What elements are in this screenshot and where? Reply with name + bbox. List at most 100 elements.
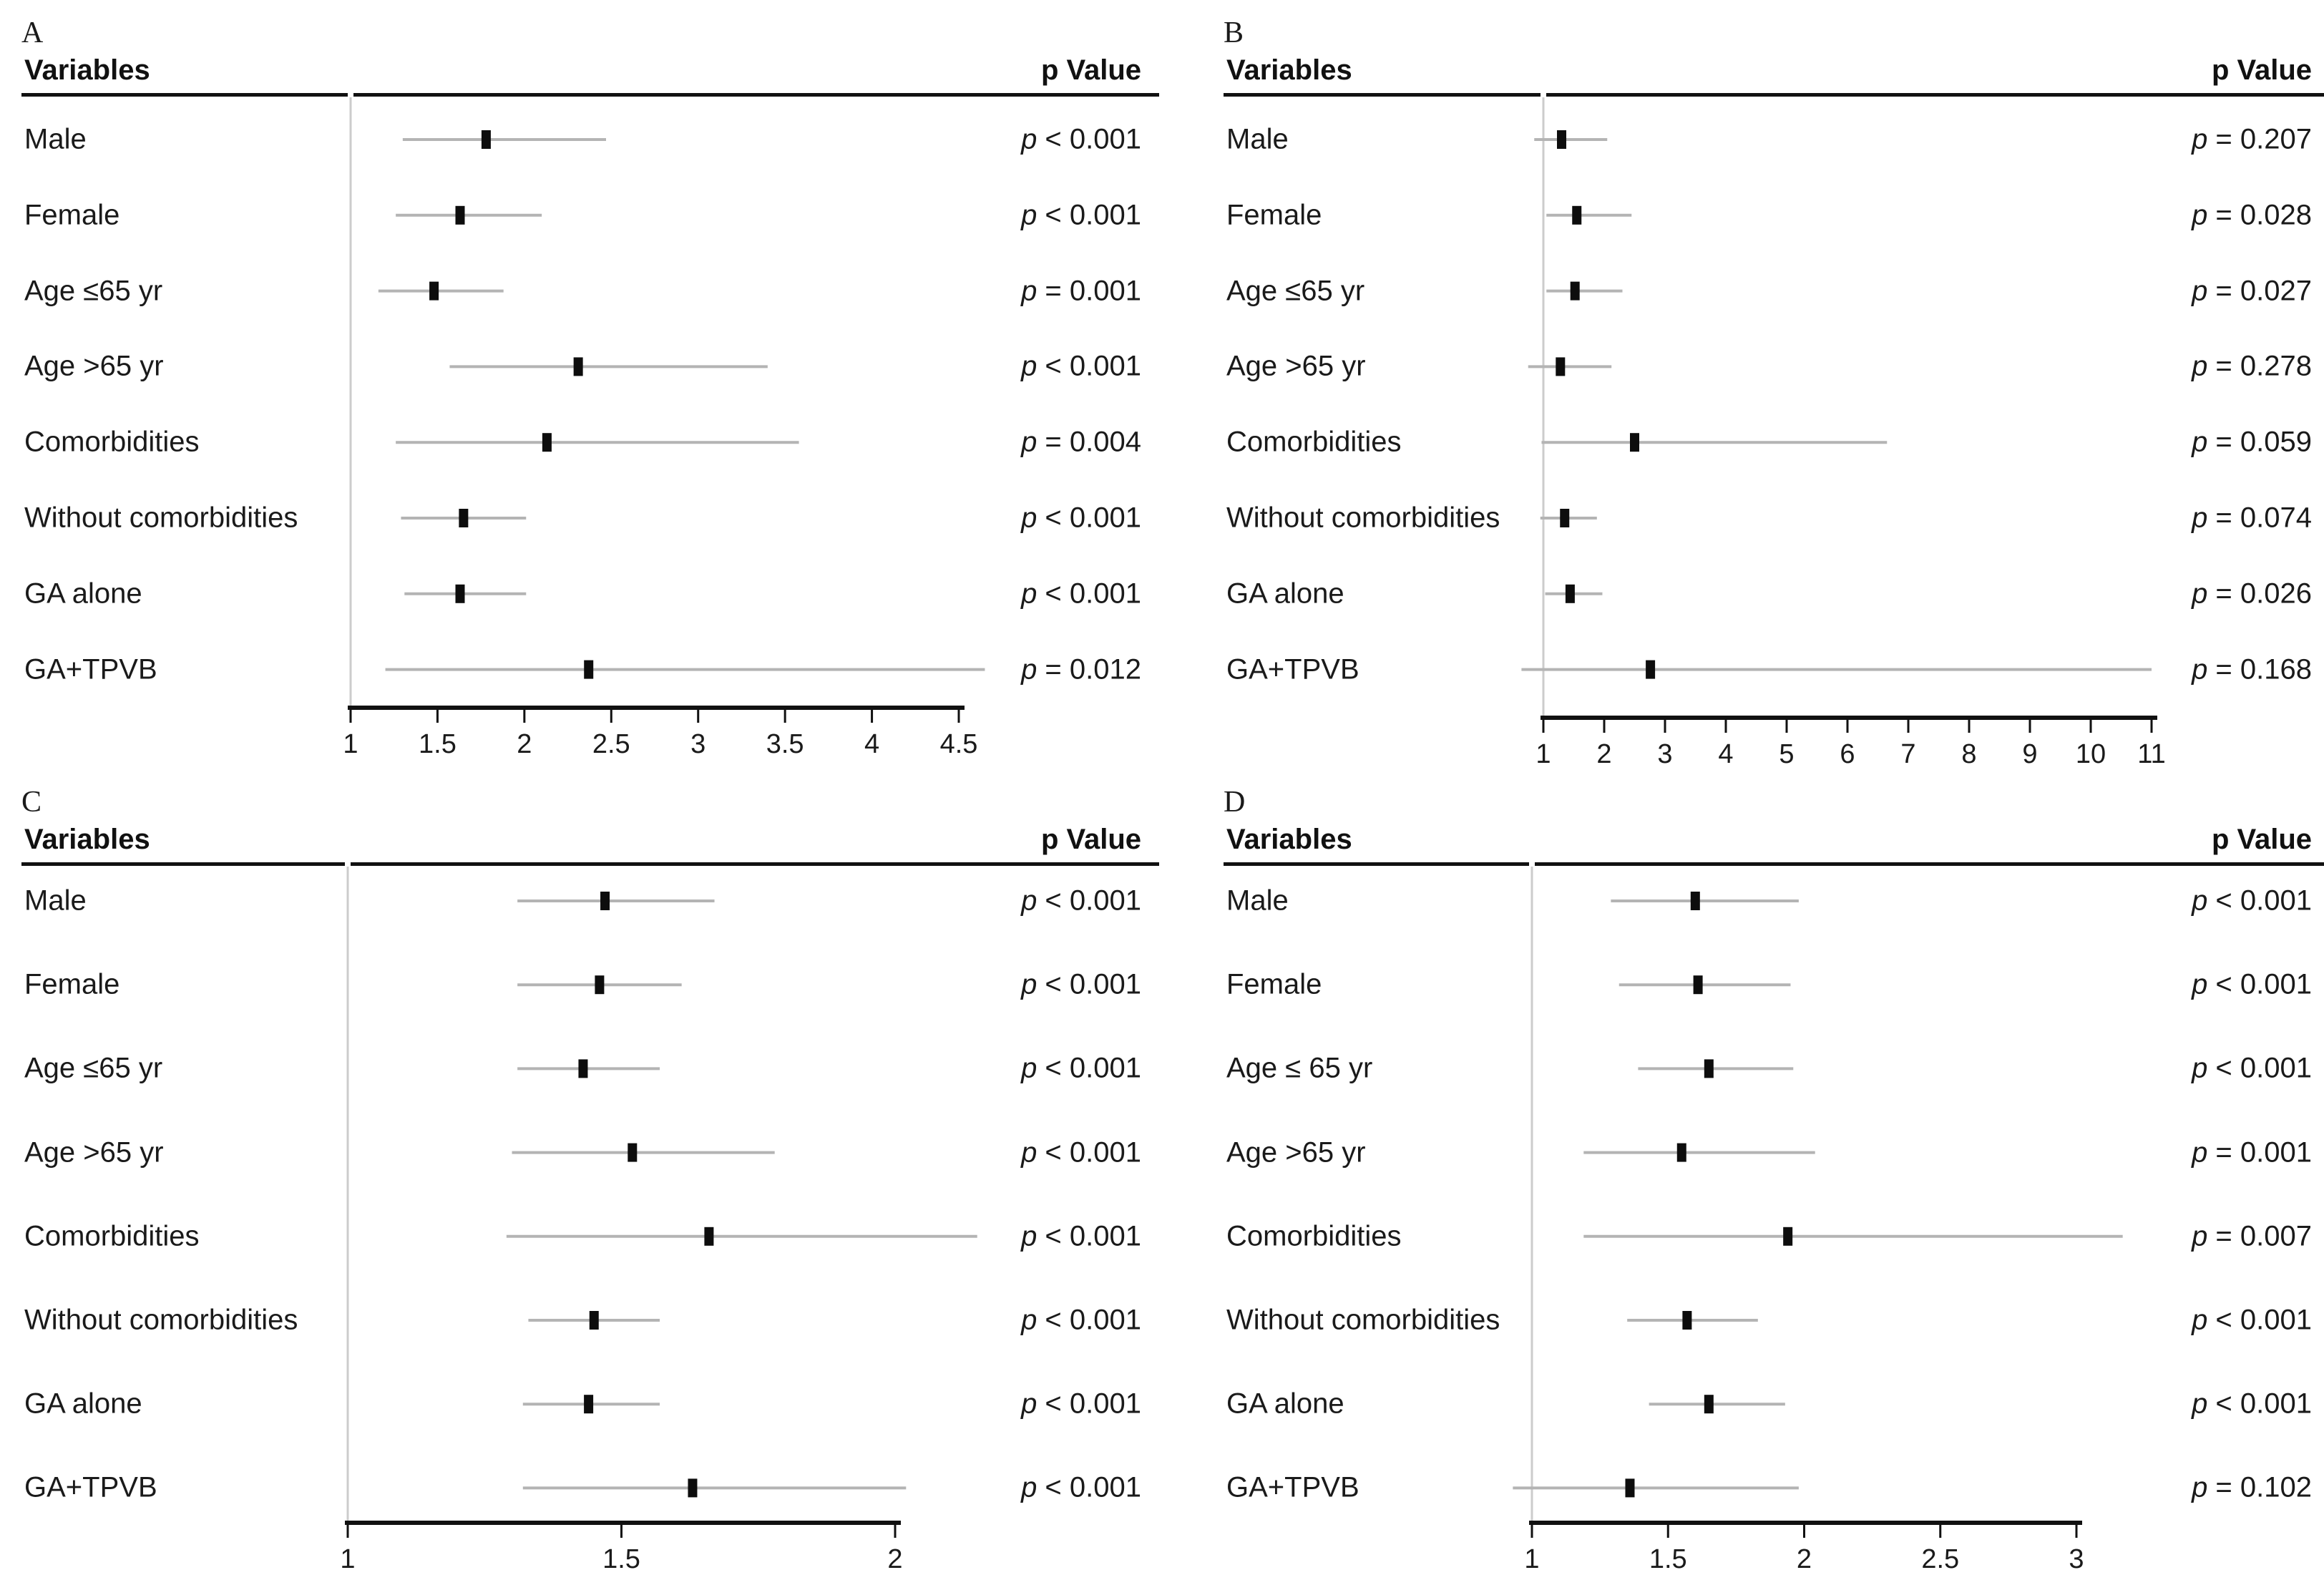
x-axis-tick-label: 3	[690, 729, 706, 759]
point-estimate-marker	[1676, 1143, 1686, 1162]
x-axis-tick-label: 1	[1536, 739, 1551, 769]
x-axis-tick	[349, 710, 352, 723]
point-estimate-marker	[589, 1311, 599, 1330]
x-axis-tick-label: 3	[2069, 1544, 2084, 1570]
x-axis-tick-label: 1	[343, 729, 358, 759]
x-axis-tick	[1907, 720, 1910, 733]
point-estimate-marker	[578, 1059, 588, 1078]
x-axis-tick	[1846, 720, 1849, 733]
x-axis-tick-label: 4	[1718, 739, 1733, 769]
forest-plot-canvas: 1 1.5 2 2.5 3 3.5 4 4.5	[21, 93, 1159, 759]
point-estimate-marker	[455, 584, 465, 603]
x-axis-tick	[2028, 720, 2031, 733]
x-axis-tick	[1603, 720, 1606, 733]
point-estimate-marker	[1625, 1478, 1635, 1498]
x-axis-line	[1529, 1521, 2082, 1525]
x-axis-tick	[1666, 1525, 1669, 1538]
point-estimate-marker	[573, 357, 583, 376]
x-axis-tick-label: 1	[340, 1544, 355, 1570]
point-estimate-marker	[704, 1227, 714, 1246]
forest-plot-canvas: 1 1.5 2	[21, 862, 1159, 1570]
x-axis-tick-label: 8	[1961, 739, 1976, 769]
point-estimate-marker	[1704, 1059, 1714, 1078]
x-axis-tick	[871, 710, 874, 723]
x-axis-tick-label: 3	[1657, 739, 1672, 769]
variables-column-header: Variables	[1226, 54, 1352, 86]
variables-column-header: Variables	[1226, 824, 1352, 855]
panel-letter: D	[1224, 786, 1246, 819]
point-estimate-marker	[1646, 660, 1656, 679]
point-estimate-marker	[1572, 205, 1582, 225]
x-axis-tick	[1542, 720, 1545, 733]
x-axis-tick-label: 4.5	[940, 729, 978, 759]
header-rule-right	[1546, 93, 2324, 97]
panel-letter: C	[21, 786, 42, 819]
variables-column-header: Variables	[24, 54, 150, 86]
panel-a: A Variables p Value 1 1.5 2 2.5 3 3.5 4 4.5 Mal…	[0, 0, 1173, 773]
x-axis-tick-label: 2	[1797, 1544, 1812, 1570]
x-axis-tick-label: 2	[517, 729, 532, 759]
x-axis-tick	[1530, 1525, 1533, 1538]
pvalue-column-header: p Value	[1040, 54, 1141, 86]
point-estimate-marker	[481, 130, 491, 149]
panel-d: D Variables p Value 1 1.5 2 2.5 3 Male p < 0.…	[1202, 769, 2324, 1570]
point-estimate-marker	[1630, 433, 1639, 452]
point-estimate-marker	[628, 1143, 638, 1162]
x-axis-tick	[523, 710, 526, 723]
x-axis-line	[345, 1521, 901, 1525]
x-axis-tick	[2089, 720, 2092, 733]
header-rule-left	[21, 93, 348, 97]
point-estimate-marker	[1693, 975, 1703, 995]
header-rule-left	[1224, 862, 1529, 866]
x-axis-tick	[894, 1525, 897, 1538]
x-axis-tick-label: 2	[887, 1544, 902, 1570]
x-axis-tick-label: 6	[1840, 739, 1855, 769]
point-estimate-marker	[1556, 357, 1566, 376]
panel-letter: A	[21, 16, 44, 49]
point-estimate-marker	[600, 892, 610, 910]
x-axis-tick-label: 11	[2137, 739, 2165, 769]
x-axis-line	[1541, 716, 2157, 720]
point-estimate-marker	[429, 281, 439, 301]
point-estimate-marker	[455, 205, 465, 225]
header-rule-right	[1535, 862, 2324, 866]
x-axis-tick	[783, 710, 786, 723]
x-axis-tick	[436, 710, 439, 723]
x-axis-tick-label: 1	[1524, 1544, 1539, 1570]
header-rule-right	[353, 93, 1159, 97]
panel-letter: B	[1224, 16, 1244, 49]
x-axis-tick-label: 2.5	[1921, 1544, 1959, 1570]
x-axis-tick-label: 1.5	[1649, 1544, 1687, 1570]
x-axis-tick	[1664, 720, 1666, 733]
x-axis-tick	[1939, 1525, 1942, 1538]
point-estimate-marker	[1783, 1227, 1793, 1246]
x-axis-tick	[1785, 720, 1788, 733]
x-axis-tick-label: 1.5	[602, 1544, 640, 1570]
point-estimate-marker	[1682, 1311, 1692, 1330]
panel-c: C Variables p Value 1 1.5 2 Male p < 0.001 F…	[0, 769, 1173, 1570]
x-axis-tick	[2075, 1525, 2078, 1538]
point-estimate-marker	[584, 1395, 594, 1414]
x-axis-tick-label: 5	[1779, 739, 1794, 769]
x-axis-tick-label: 7	[1900, 739, 1915, 769]
point-estimate-marker	[459, 509, 469, 527]
variables-column-header: Variables	[24, 824, 150, 855]
x-axis-tick	[957, 710, 960, 723]
point-estimate-marker	[542, 433, 552, 452]
pvalue-column-header: p Value	[2211, 54, 2312, 86]
x-axis-line	[348, 706, 965, 710]
forest-plot-canvas: 1 2 3 4 5 6 7 8 9 10 11	[1224, 93, 2324, 769]
x-axis-tick	[2150, 720, 2153, 733]
x-axis-tick-label: 2.5	[592, 729, 630, 759]
x-axis-tick-label: 3.5	[766, 729, 804, 759]
x-axis-tick	[1724, 720, 1727, 733]
forest-plot-canvas: 1 1.5 2 2.5 3	[1224, 862, 2324, 1570]
panel-b: B Variables p Value 1 2 3 4 5 6 7 8 9 10 11 Male p …	[1202, 0, 2324, 773]
point-estimate-marker	[1570, 281, 1580, 301]
x-axis-tick-label: 10	[2076, 739, 2106, 769]
point-estimate-marker	[1565, 584, 1575, 603]
x-axis-tick-label: 9	[2022, 739, 2037, 769]
point-estimate-marker	[1690, 892, 1700, 910]
header-rule-left	[21, 862, 345, 866]
x-axis-tick	[1803, 1525, 1805, 1538]
